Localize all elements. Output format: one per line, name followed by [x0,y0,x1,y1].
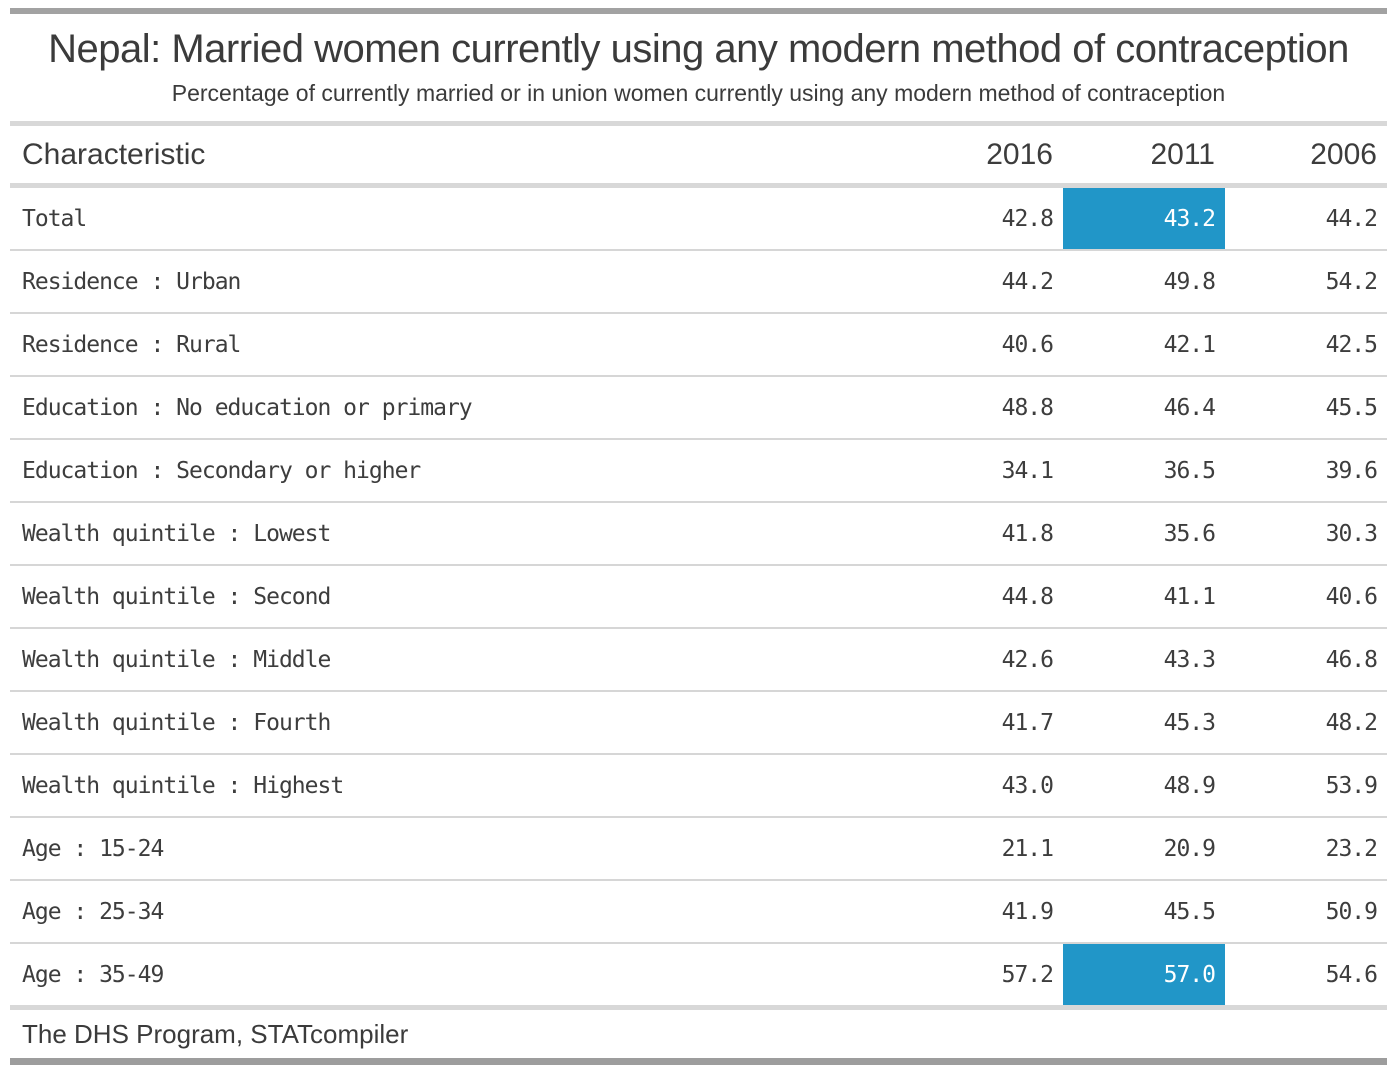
value-cell[interactable]: 46.4 [1163,394,1216,421]
row-characteristic-label: Age : 15-24 [22,835,164,862]
table-body: Total 42.8 43.2 44.2 Residence : Urban 44.2 49… [10,188,1387,1005]
column-header-year-2011: 2011 [1150,137,1215,171]
value-cell[interactable]: 43.3 [1163,646,1216,673]
source-attribution: The DHS Program, STATcompiler [22,1018,409,1049]
top-divider-bar [10,8,1387,14]
value-cell[interactable]: 42.8 [1001,205,1054,232]
value-cell[interactable]: 36.5 [1163,457,1216,484]
row-characteristic-label: Total [22,205,87,232]
value-cell[interactable]: 23.2 [1325,835,1378,862]
value-cell[interactable]: 57.2 [1001,961,1054,988]
value-cell[interactable]: 54.2 [1325,268,1378,295]
value-cell[interactable]: 20.9 [1163,835,1216,862]
table-row: Education : Secondary or higher 34.1 36.5 3… [10,440,1387,503]
value-cell[interactable]: 48.8 [1001,394,1054,421]
table-row: Wealth quintile : Highest 43.0 48.9 53.9 [10,755,1387,818]
value-cell[interactable]: 41.8 [1001,520,1054,547]
table-row: Age : 35-49 57.2 57.0 54.6 [10,944,1387,1005]
value-cell[interactable]: 54.6 [1325,961,1378,988]
footer-top-divider [10,1005,1387,1010]
header-bottom-divider [10,183,1387,188]
row-characteristic-label: Residence : Urban [22,268,241,295]
table-row: Education : No education or primary 48.8 4… [10,377,1387,440]
value-cell[interactable]: 44.8 [1001,583,1054,610]
table-row: Residence : Urban 44.2 49.8 54.2 [10,251,1387,314]
value-cell[interactable]: 42.1 [1163,331,1216,358]
row-characteristic-label: Residence : Rural [22,331,241,358]
value-cell[interactable]: 50.9 [1325,898,1378,925]
row-characteristic-label: Education : No education or primary [22,394,473,421]
bottom-divider-bar [10,1058,1387,1065]
value-cell[interactable]: 39.6 [1325,457,1378,484]
header-top-divider [10,121,1387,126]
value-cell[interactable]: 40.6 [1325,583,1378,610]
value-cell[interactable]: 30.3 [1325,520,1378,547]
value-cell[interactable]: 49.8 [1163,268,1216,295]
table-row: Wealth quintile : Middle 42.6 43.3 46.8 [10,629,1387,692]
page-subtitle: Percentage of currently married or in un… [171,80,1226,106]
table-row: Age : 25-34 41.9 45.5 50.9 [10,881,1387,944]
value-cell-highlighted[interactable]: 57.0 [1063,944,1225,1005]
value-cell[interactable]: 34.1 [1001,457,1054,484]
value-cell[interactable]: 44.2 [1325,205,1378,232]
row-characteristic-label: Wealth quintile : Second [22,583,331,610]
value-cell[interactable]: 44.2 [1001,268,1054,295]
value-cell[interactable]: 41.9 [1001,898,1054,925]
value-cell[interactable]: 53.9 [1325,772,1378,799]
page-title: Nepal: Married women currently using any… [48,27,1349,71]
row-characteristic-label: Wealth quintile : Fourth [22,709,331,736]
row-characteristic-label: Wealth quintile : Middle [22,646,331,673]
table-row: Age : 15-24 21.1 20.9 23.2 [10,818,1387,881]
row-characteristic-label: Age : 25-34 [22,898,164,925]
column-header-year-2006: 2006 [1310,137,1377,171]
value-cell[interactable]: 41.1 [1163,583,1216,610]
value-cell[interactable]: 42.5 [1325,331,1378,358]
value-cell[interactable]: 45.5 [1163,898,1216,925]
value-cell[interactable]: 40.6 [1001,331,1054,358]
table-row: Total 42.8 43.2 44.2 [10,188,1387,251]
row-characteristic-label: Wealth quintile : Lowest [22,520,331,547]
value-cell[interactable]: 35.6 [1163,520,1216,547]
table-row: Residence : Rural 40.6 42.1 42.5 [10,314,1387,377]
value-cell[interactable]: 41.7 [1001,709,1054,736]
row-characteristic-label: Education : Secondary or higher [22,457,421,484]
value-cell[interactable]: 43.0 [1001,772,1054,799]
column-header-year-2016: 2016 [986,137,1053,171]
value-cell[interactable]: 21.1 [1001,835,1054,862]
table-header-row: Characteristic 2016 2011 2006 [10,126,1387,183]
table-row: Wealth quintile : Lowest 41.8 35.6 30.3 [10,503,1387,566]
value-cell[interactable]: 42.6 [1001,646,1054,673]
table-row: Wealth quintile : Second 44.8 41.1 40.6 [10,566,1387,629]
row-characteristic-label: Age : 35-49 [22,961,164,988]
value-cell[interactable]: 46.8 [1325,646,1378,673]
value-cell[interactable]: 45.5 [1325,394,1378,421]
column-header-characteristic: Characteristic [22,137,206,171]
table-row: Wealth quintile : Fourth 41.7 45.3 48.2 [10,692,1387,755]
value-cell-highlighted[interactable]: 43.2 [1063,188,1225,249]
value-cell[interactable]: 45.3 [1163,709,1216,736]
value-cell[interactable]: 48.2 [1325,709,1378,736]
row-characteristic-label: Wealth quintile : Highest [22,772,344,799]
value-cell[interactable]: 48.9 [1163,772,1216,799]
